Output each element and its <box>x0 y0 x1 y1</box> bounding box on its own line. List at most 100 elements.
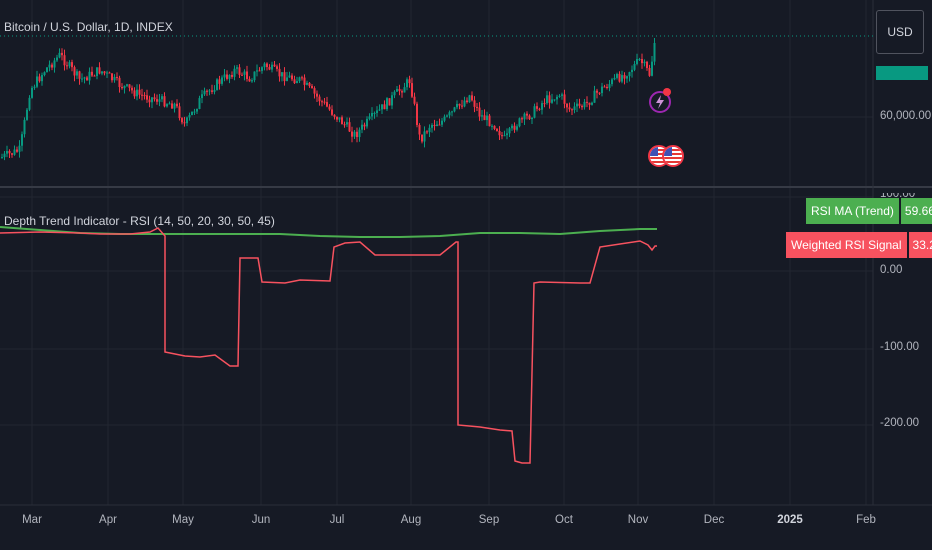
candle-body <box>121 87 123 89</box>
time-axis-label: Nov <box>627 514 649 526</box>
candle-body <box>58 52 61 58</box>
candle-body <box>128 84 131 88</box>
candle-body <box>591 102 593 105</box>
candle-body <box>476 106 478 108</box>
candle-body <box>356 131 358 138</box>
candle-body <box>603 86 606 88</box>
indicator-axis-label: -200.00 <box>880 417 920 429</box>
candle-body <box>381 104 383 110</box>
candle-body <box>451 111 453 113</box>
lightning-icon[interactable] <box>649 91 671 113</box>
candle-body <box>653 42 656 62</box>
candle-body <box>316 93 318 97</box>
candle-body <box>83 77 86 79</box>
candle-body <box>68 62 71 67</box>
candle-body <box>558 95 561 97</box>
candle-body <box>138 89 141 95</box>
candle-body <box>336 116 338 120</box>
legend-name: RSI MA (Trend) <box>806 198 899 224</box>
candle-body <box>181 118 183 123</box>
candle-body <box>376 110 378 113</box>
candle-body <box>521 118 523 120</box>
candle-body <box>8 150 11 154</box>
candle-body <box>76 71 78 76</box>
candle-body <box>261 67 263 71</box>
legend-name: Weighted RSI Signal <box>786 232 907 258</box>
candle-body <box>123 85 126 89</box>
candle-body <box>161 96 163 100</box>
candle-body <box>303 77 306 85</box>
candle-body <box>198 98 201 110</box>
candle-body <box>88 71 91 81</box>
us-flag-icon[interactable] <box>662 145 684 167</box>
candle-body <box>638 59 641 61</box>
candle-body <box>648 67 651 76</box>
candle-body <box>498 130 501 136</box>
candle-body <box>53 60 56 68</box>
candle-body <box>478 107 481 117</box>
candle-body <box>396 88 398 92</box>
candle-body <box>106 72 108 74</box>
candle-body <box>288 75 291 78</box>
candle-body <box>533 106 536 118</box>
candle-body <box>248 78 251 82</box>
legend-value: 59.66 <box>900 198 932 224</box>
legend-row-rsi-ma: RSI MA (Trend) 59.66 <box>806 198 932 224</box>
candle-body <box>458 103 461 106</box>
candle-body <box>423 131 426 142</box>
candle-body <box>183 122 186 124</box>
candle-body <box>411 83 413 97</box>
candle-body <box>378 109 381 111</box>
candle-body <box>563 94 566 104</box>
candle-body <box>251 80 253 82</box>
candle-body <box>441 120 443 125</box>
candle-body <box>446 115 448 117</box>
candle-body <box>286 77 288 82</box>
candle-body <box>643 61 646 64</box>
candle-body <box>306 82 308 85</box>
candle-body <box>623 75 626 79</box>
candle-body <box>311 85 313 89</box>
candle-body <box>31 87 33 98</box>
chart-title: Bitcoin / U.S. Dollar, 1D, INDEX <box>4 20 173 34</box>
candle-body <box>633 63 636 70</box>
candle-body <box>358 129 361 138</box>
candle-body <box>253 71 256 81</box>
candle-body <box>483 115 486 121</box>
indicator-title[interactable]: Depth Trend Indicator - RSI (14, 50, 20,… <box>4 214 275 228</box>
candle-body <box>556 96 558 100</box>
candle-body <box>366 118 368 127</box>
candle-body <box>541 103 543 110</box>
candle-body <box>331 109 333 115</box>
candle-body <box>266 63 268 68</box>
candle-body <box>208 90 211 92</box>
candle-body <box>241 74 243 76</box>
candle-body <box>63 55 66 66</box>
candle-body <box>443 116 446 121</box>
candle-body <box>503 135 506 137</box>
candle-body <box>256 70 258 72</box>
candle-body <box>103 71 106 74</box>
candle-body <box>48 64 51 68</box>
candle-body <box>543 103 546 105</box>
candle-body <box>33 86 36 88</box>
candle-body <box>631 69 633 73</box>
candle-body <box>16 149 18 152</box>
candle-body <box>18 145 21 152</box>
candle-body <box>421 134 423 142</box>
candle-body <box>298 77 301 82</box>
candle-body <box>588 102 591 105</box>
currency-button[interactable]: USD <box>876 10 924 54</box>
candle-body <box>93 75 96 77</box>
candle-body <box>98 67 101 74</box>
candle-body <box>523 113 526 120</box>
candle-body <box>328 106 331 110</box>
candle-body <box>66 65 68 67</box>
candle-body <box>461 105 463 107</box>
weighted-rsi-signal-line <box>0 227 657 464</box>
candle-body <box>131 87 133 91</box>
candle-body <box>78 71 81 79</box>
candle-body <box>546 95 548 104</box>
candle-body <box>23 119 26 135</box>
